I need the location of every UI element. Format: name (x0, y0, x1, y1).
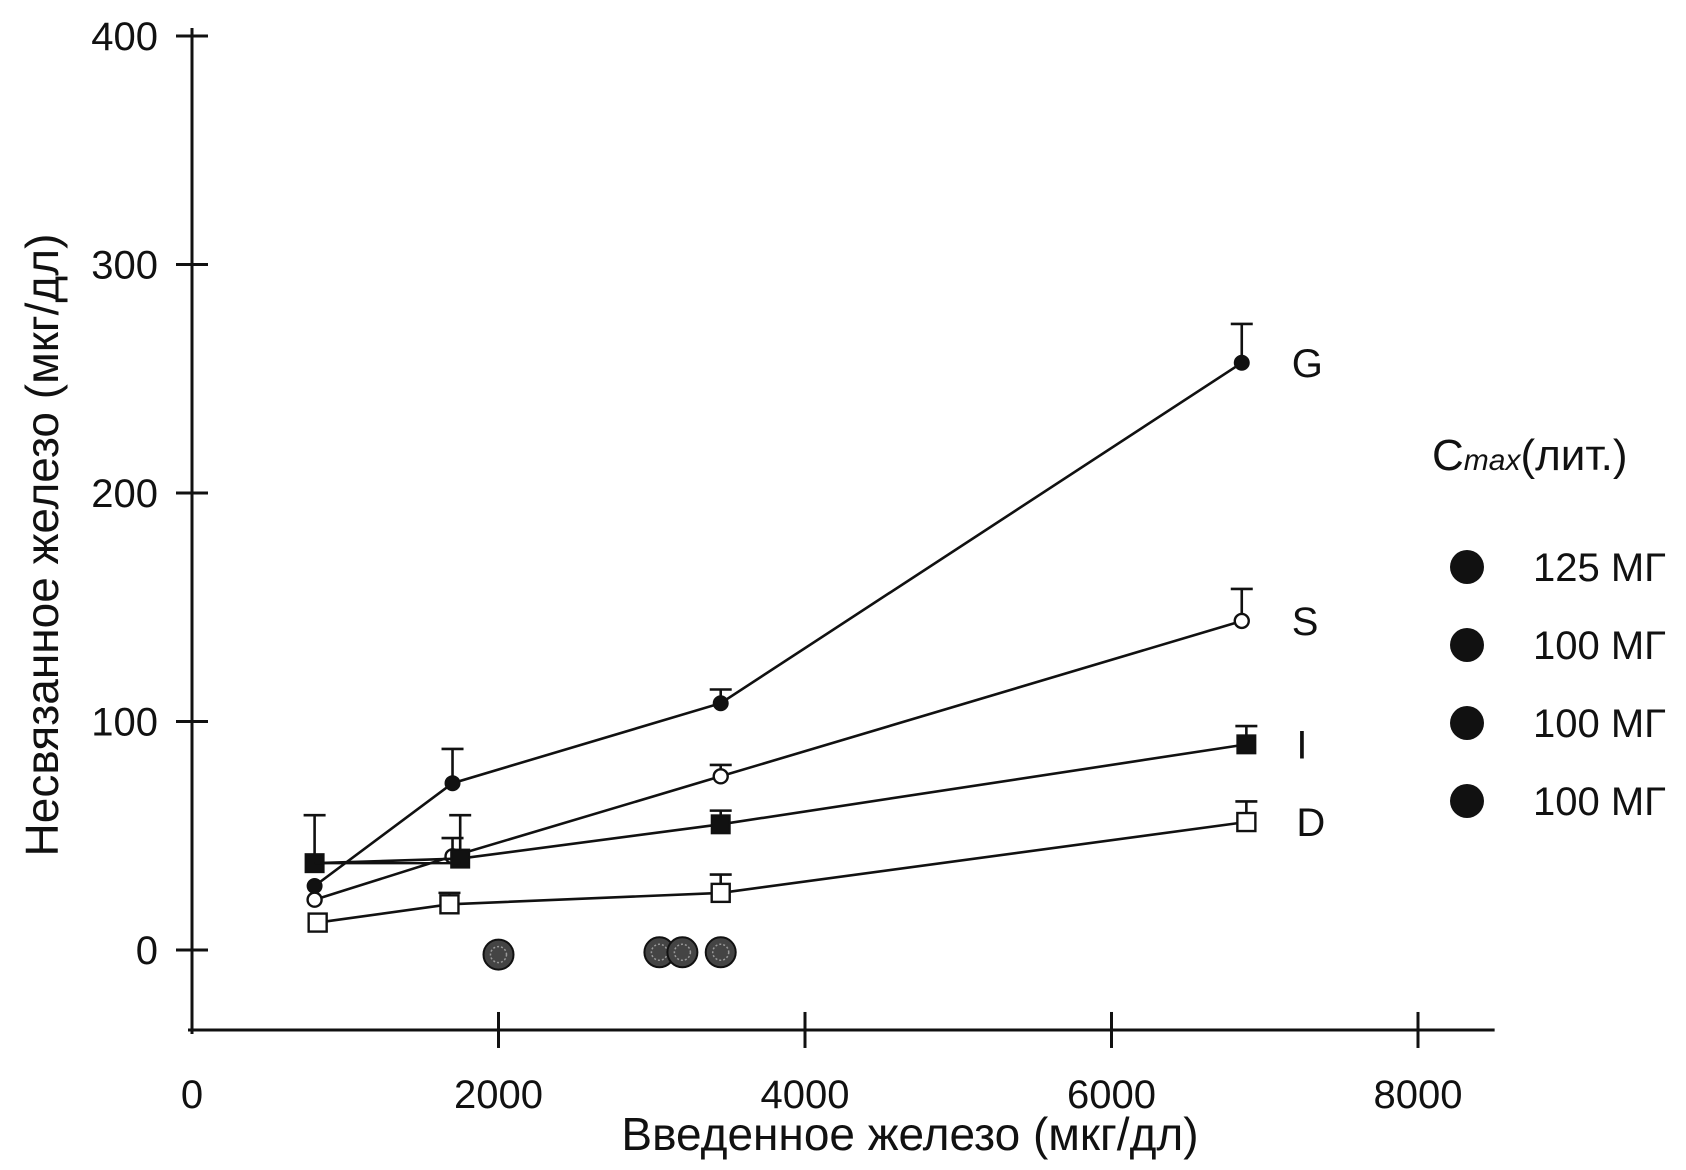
x-tick-label: 8000 (1374, 1073, 1463, 1117)
legend-marker (1450, 550, 1484, 584)
legend-label: 100 МГ (1533, 780, 1666, 824)
legend-label: 100 МГ (1533, 624, 1666, 668)
legend-label: 100 МГ (1533, 702, 1666, 746)
series-layer: G S ID (304, 324, 1326, 932)
legend-title: Cmax(лит.) (1432, 431, 1628, 480)
y-tick-label: 200 (91, 472, 158, 516)
x-axis-title: Введенное железо (мкг/дл) (621, 1108, 1198, 1160)
cmax-points (484, 937, 736, 969)
legend-entries: 125 МГ 100 МГ 100 МГ 100 МГ (1450, 546, 1666, 824)
data-point (714, 769, 728, 783)
legend-title-suffix: (лит.) (1520, 431, 1627, 480)
legend-title-sub: max (1464, 444, 1522, 477)
cmax-point (706, 937, 736, 967)
data-point (1235, 356, 1249, 370)
cmax-point (484, 940, 514, 970)
data-point (309, 914, 327, 932)
series-I: I (304, 723, 1308, 872)
series-label-G: G (1292, 342, 1323, 386)
legend-entry: 100 МГ (1450, 702, 1666, 746)
data-point (712, 884, 730, 902)
data-point (451, 850, 469, 868)
y-tick-label: 100 (91, 701, 158, 745)
data-point (440, 895, 458, 913)
data-point (1237, 735, 1255, 753)
data-point (308, 893, 322, 907)
x-tick-label: 0 (181, 1073, 203, 1117)
y-tick-label: 300 (91, 244, 158, 288)
legend-marker (1450, 784, 1484, 818)
y-axis-title: Несвязанное железо (мкг/дл) (16, 234, 68, 857)
data-point (712, 815, 730, 833)
y-tick-label: 0 (136, 929, 158, 973)
x-tick-label: 2000 (454, 1073, 543, 1117)
legend-marker (1450, 706, 1484, 740)
series-label-S: S (1292, 600, 1319, 644)
series-line-I (315, 744, 1247, 863)
legend-label: 125 МГ (1533, 546, 1666, 590)
legend: Cmax(лит.) 125 МГ 100 МГ 100 МГ 100 МГ (1432, 431, 1666, 824)
y-tick-label: 400 (91, 15, 158, 59)
series-line-G (315, 363, 1242, 886)
data-point (446, 776, 460, 790)
series-label-I: I (1296, 723, 1307, 767)
legend-entry: 100 МГ (1450, 624, 1666, 668)
data-point (1235, 614, 1249, 628)
legend-entry: 100 МГ (1450, 780, 1666, 824)
data-point (308, 879, 322, 893)
series-label-D: D (1296, 801, 1325, 845)
series-G: G (308, 324, 1323, 893)
cmax-point (667, 937, 697, 967)
data-point (1237, 813, 1255, 831)
legend-title-main: C (1432, 431, 1464, 480)
legend-entry: 125 МГ (1450, 546, 1666, 590)
legend-marker (1450, 628, 1484, 662)
data-point (714, 696, 728, 710)
axes: 010020030040002000400060008000 (91, 15, 1494, 1117)
